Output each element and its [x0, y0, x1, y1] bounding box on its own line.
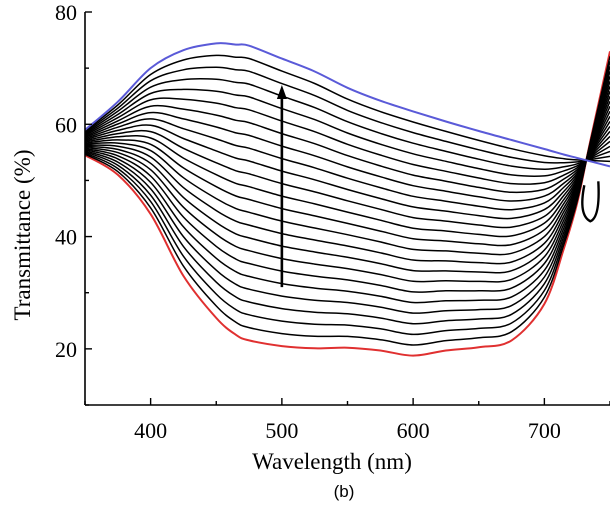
series-line	[85, 116, 610, 229]
series-line	[85, 78, 610, 170]
series-line	[85, 118, 610, 211]
series-line-highest	[85, 42, 610, 168]
x-tick-label: 400	[134, 418, 167, 443]
tick-labels: 400 500 600 700 20 40 60 80	[55, 0, 561, 443]
series-line	[85, 111, 610, 202]
x-tick-label: 600	[397, 418, 430, 443]
series-group	[85, 42, 610, 357]
series-line	[85, 101, 610, 256]
series-line	[85, 97, 610, 185]
series-line	[85, 56, 610, 346]
series-line	[85, 91, 610, 274]
increase-arrow	[276, 84, 600, 288]
series-line	[85, 96, 610, 265]
series-line	[85, 76, 610, 304]
y-tick-label: 20	[55, 337, 77, 362]
arrow-head	[276, 84, 287, 99]
y-tick-label: 80	[55, 0, 77, 25]
x-tick-label: 500	[265, 418, 298, 443]
series-line	[85, 66, 610, 164]
series-line	[85, 105, 610, 247]
curved-arrow	[581, 181, 600, 223]
y-axis-label: Transmittance (%)	[10, 150, 35, 321]
y-tick-label: 40	[55, 225, 77, 250]
series-line	[85, 81, 610, 293]
panel-label: (b)	[334, 482, 355, 501]
y-tick-label: 60	[55, 112, 77, 137]
x-tick-label: 700	[528, 418, 561, 443]
series-line-lowest	[85, 51, 610, 357]
series-line	[85, 88, 610, 177]
series-line	[85, 86, 610, 283]
series-line	[85, 104, 610, 194]
series-line	[85, 121, 610, 220]
x-axis-label: Wavelength (nm)	[252, 449, 412, 474]
series-line	[85, 61, 610, 336]
series-line	[85, 110, 610, 238]
series-line	[85, 71, 610, 314]
series-line	[85, 54, 610, 163]
plot-area	[85, 42, 610, 357]
series-line	[85, 66, 610, 325]
axes	[84, 11, 610, 406]
